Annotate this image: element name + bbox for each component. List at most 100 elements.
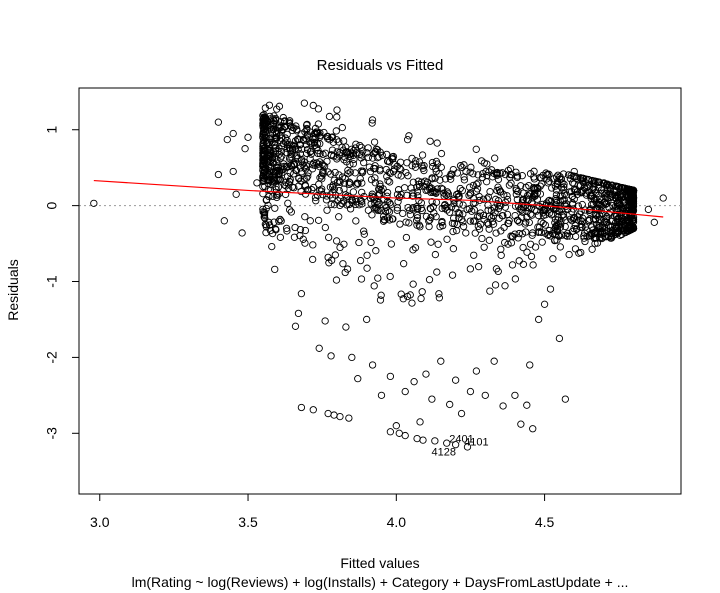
data-point bbox=[297, 177, 305, 185]
data-point bbox=[418, 151, 427, 159]
data-point bbox=[415, 180, 423, 189]
data-point bbox=[456, 162, 465, 170]
data-point bbox=[275, 217, 283, 225]
data-point bbox=[402, 233, 411, 242]
data-point bbox=[558, 211, 566, 220]
data-point bbox=[418, 206, 426, 215]
data-point bbox=[244, 133, 252, 141]
data-point bbox=[428, 184, 436, 193]
data-point bbox=[238, 229, 246, 237]
data-point bbox=[315, 344, 323, 352]
data-point bbox=[358, 179, 366, 187]
data-point bbox=[301, 226, 310, 235]
data-point bbox=[552, 198, 561, 207]
data-point bbox=[338, 123, 346, 132]
data-point bbox=[271, 265, 279, 274]
data-point bbox=[375, 185, 383, 193]
data-point bbox=[339, 137, 348, 145]
data-point bbox=[514, 187, 522, 196]
data-point bbox=[444, 190, 453, 198]
data-point bbox=[325, 233, 333, 242]
data-point bbox=[318, 160, 326, 168]
data-point bbox=[539, 219, 547, 228]
data-point bbox=[474, 171, 482, 179]
data-point bbox=[422, 370, 430, 378]
data-point bbox=[603, 212, 611, 221]
data-point bbox=[327, 151, 335, 159]
data-point bbox=[593, 239, 602, 247]
data-point bbox=[291, 322, 300, 330]
data-point bbox=[281, 190, 290, 199]
data-point bbox=[261, 163, 269, 172]
data-point bbox=[618, 230, 626, 239]
data-point bbox=[507, 179, 515, 187]
data-point bbox=[293, 125, 301, 133]
x-axis: 3.0 3.5 4.0 4.5 bbox=[90, 493, 555, 530]
data-point bbox=[294, 309, 303, 318]
data-point bbox=[358, 188, 366, 197]
data-point bbox=[615, 218, 623, 227]
data-point bbox=[600, 189, 608, 197]
data-point bbox=[344, 166, 352, 175]
data-point bbox=[596, 195, 604, 204]
data-point bbox=[345, 150, 354, 158]
data-point bbox=[536, 190, 545, 198]
data-point bbox=[435, 294, 444, 302]
data-point bbox=[432, 189, 440, 197]
data-point bbox=[379, 212, 388, 221]
data-point bbox=[308, 165, 317, 173]
data-point bbox=[388, 155, 396, 163]
data-point bbox=[326, 170, 335, 178]
data-point bbox=[351, 144, 360, 152]
data-point bbox=[377, 291, 385, 299]
data-point bbox=[405, 132, 413, 140]
data-point bbox=[534, 228, 542, 236]
x-axis-label: Fitted values bbox=[340, 555, 419, 571]
data-point bbox=[311, 124, 320, 133]
data-point bbox=[393, 204, 402, 212]
data-point bbox=[357, 275, 366, 283]
data-point bbox=[519, 195, 527, 204]
data-point bbox=[588, 245, 596, 253]
data-point bbox=[387, 240, 396, 248]
data-point bbox=[371, 179, 379, 187]
data-point bbox=[589, 215, 598, 223]
data-point bbox=[548, 184, 556, 192]
data-point bbox=[491, 154, 499, 162]
data-point bbox=[289, 161, 298, 169]
data-point bbox=[268, 177, 276, 186]
data-point bbox=[356, 256, 365, 265]
data-point bbox=[355, 150, 364, 159]
data-point bbox=[312, 197, 320, 205]
data-point bbox=[292, 167, 301, 175]
data-point bbox=[314, 216, 323, 225]
data-point bbox=[320, 162, 329, 170]
data-point bbox=[276, 215, 284, 224]
data-point bbox=[312, 133, 320, 142]
data-point bbox=[523, 248, 531, 256]
data-point bbox=[437, 149, 446, 158]
data-point bbox=[349, 160, 357, 168]
data-point bbox=[443, 203, 451, 211]
data-point bbox=[538, 203, 546, 212]
data-point bbox=[563, 229, 572, 238]
data-point bbox=[324, 132, 332, 141]
data-point bbox=[303, 124, 311, 133]
data-point bbox=[424, 186, 432, 194]
data-point bbox=[354, 375, 362, 383]
data-point bbox=[484, 206, 492, 214]
data-point bbox=[560, 196, 568, 204]
data-point bbox=[524, 196, 532, 204]
data-point bbox=[529, 261, 537, 269]
data-point bbox=[571, 245, 580, 253]
data-point bbox=[619, 203, 627, 212]
data-point bbox=[383, 188, 392, 197]
data-point bbox=[355, 201, 363, 209]
data-point bbox=[335, 171, 343, 179]
data-point bbox=[554, 171, 562, 179]
data-point bbox=[405, 219, 413, 227]
data-point bbox=[518, 213, 526, 221]
data-point bbox=[259, 190, 267, 198]
data-point bbox=[482, 178, 491, 186]
data-point bbox=[466, 183, 474, 191]
